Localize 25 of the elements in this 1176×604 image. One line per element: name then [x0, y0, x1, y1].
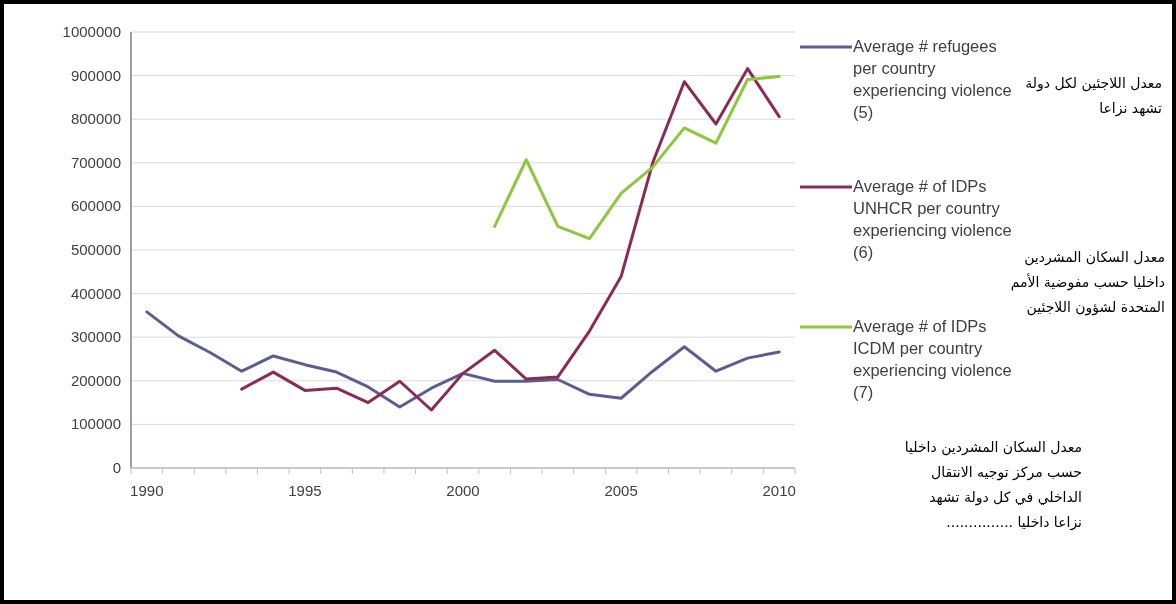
line-series [493, 74, 781, 241]
y-tick-label: 600000 [70, 197, 121, 215]
y-tick-label: 500000 [70, 241, 121, 258]
text: معدل السكان المشردين داخليا حسب مفوضية الأمم المتحدة لشؤون اللاجئين [1010, 249, 1165, 316]
y-tick-label: 700000 [70, 153, 121, 171]
line-series [145, 310, 781, 409]
line-series [240, 67, 781, 412]
text: معدل السكان المشردين داخليا حسب مركز توجيه الانتقال الداخلي في كل دولة تشهد نزاعا داخليا ............... [904, 439, 1082, 531]
y-tick-label: 900000 [70, 66, 121, 84]
y-tick-label: 800000 [70, 110, 121, 128]
x-tick-label: 1995 [288, 482, 322, 499]
y-tick-label: 300000 [70, 328, 121, 346]
x-tick-label: 2010 [762, 482, 796, 499]
text: معدل اللاجئين لكل دولة تشهد نزاعا [1025, 75, 1163, 117]
x-tick-label: 1990 [130, 482, 164, 499]
y-tick-label: 100000 [70, 415, 121, 433]
legend-label: Average # of IDPs ICDM per country experiencing violence (7) [853, 317, 1012, 401]
y-tick-label: 1000000 [62, 23, 121, 40]
y-tick-label: 400000 [70, 284, 121, 302]
x-tick-label: 2005 [604, 482, 638, 499]
x-tick-label: 2000 [446, 482, 480, 499]
y-tick-label: 200000 [70, 371, 121, 389]
legend-label: Average # of IDPs UNHCR per country experiencing violence (6) [853, 177, 1012, 261]
legend-label: Average # refugees per country experiencing violence (5) [853, 37, 1012, 121]
y-tick-label: 0 [112, 459, 121, 476]
